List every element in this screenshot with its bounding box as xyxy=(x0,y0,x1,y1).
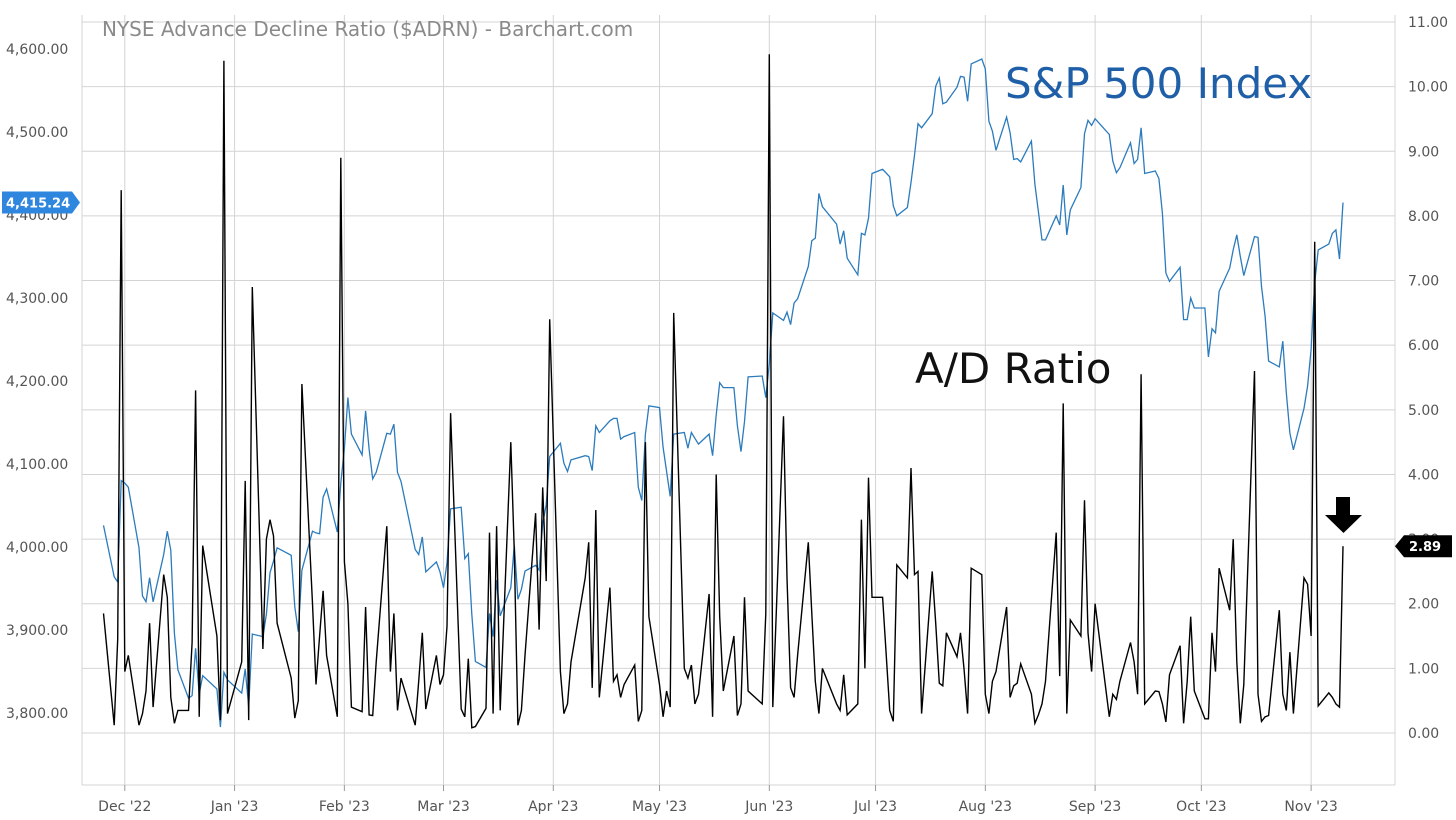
x-tick-label: Feb '23 xyxy=(319,799,370,815)
right-tick-label: 4.00 xyxy=(1408,467,1439,483)
left-tick-label: 4,100.00 xyxy=(6,457,68,473)
sp500-line xyxy=(102,58,1344,728)
down-arrow-icon xyxy=(1325,497,1362,533)
right-axis: 11.0010.009.008.007.006.005.004.003.002.… xyxy=(1408,15,1448,742)
right-tick-label: 5.00 xyxy=(1408,403,1439,419)
right-tick-label: 7.00 xyxy=(1408,274,1439,290)
right-tick-label: 8.00 xyxy=(1408,209,1439,225)
left-tick-label: 4,200.00 xyxy=(6,374,68,390)
x-tick-label: Sep '23 xyxy=(1069,799,1122,815)
x-tick-label: Jan '23 xyxy=(210,799,259,815)
right-tick-label: 9.00 xyxy=(1408,144,1439,160)
right-tick-label: 6.00 xyxy=(1408,338,1439,354)
ad-ratio-annotation: A/D Ratio xyxy=(915,344,1111,393)
left-tick-label: 3,900.00 xyxy=(6,623,68,639)
chart-title: NYSE Advance Decline Ratio ($ADRN) - Bar… xyxy=(102,17,633,41)
x-tick-label: Mar '23 xyxy=(417,799,470,815)
grid xyxy=(81,15,1396,791)
left-axis: 4,600.004,500.004,400.004,300.004,200.00… xyxy=(6,42,68,722)
x-tick-label: Nov '23 xyxy=(1284,799,1337,815)
left-price-badge: 4,415.24 xyxy=(2,191,80,214)
x-axis: Dec '22 Jan '23 Feb '23 Mar '23 Apr '23 May '… xyxy=(98,799,1338,815)
left-tick-label: 4,500.00 xyxy=(6,125,68,141)
right-value-badge-shape xyxy=(1395,535,1452,558)
left-price-badge-shape xyxy=(2,191,80,214)
right-value-badge: 2.89 xyxy=(1395,535,1452,558)
x-tick-label: Jun '23 xyxy=(744,799,793,815)
x-tick-label: Aug '23 xyxy=(959,799,1012,815)
right-tick-label: 2.00 xyxy=(1408,597,1439,613)
ad-ratio-line xyxy=(102,54,1344,729)
x-tick-label: Oct '23 xyxy=(1176,799,1226,815)
right-value-badge-value: 2.89 xyxy=(1409,540,1441,555)
x-tick-label: Apr '23 xyxy=(528,799,578,815)
left-tick-label: 4,300.00 xyxy=(6,291,68,307)
x-tick-label: Jul '23 xyxy=(853,799,897,815)
right-tick-label: 1.00 xyxy=(1408,661,1439,677)
x-tick-label: May '23 xyxy=(632,799,687,815)
x-tick-label: Dec '22 xyxy=(98,799,151,815)
left-tick-label: 4,000.00 xyxy=(6,540,68,556)
right-tick-label: 11.00 xyxy=(1408,15,1448,31)
right-tick-label: 10.00 xyxy=(1408,80,1448,96)
left-tick-label: 4,600.00 xyxy=(6,42,68,58)
left-tick-label: 3,800.00 xyxy=(6,706,68,722)
sp500-annotation: S&P 500 Index xyxy=(1005,59,1312,108)
right-tick-label: 0.00 xyxy=(1408,726,1439,742)
left-price-badge-value: 4,415.24 xyxy=(6,197,70,212)
